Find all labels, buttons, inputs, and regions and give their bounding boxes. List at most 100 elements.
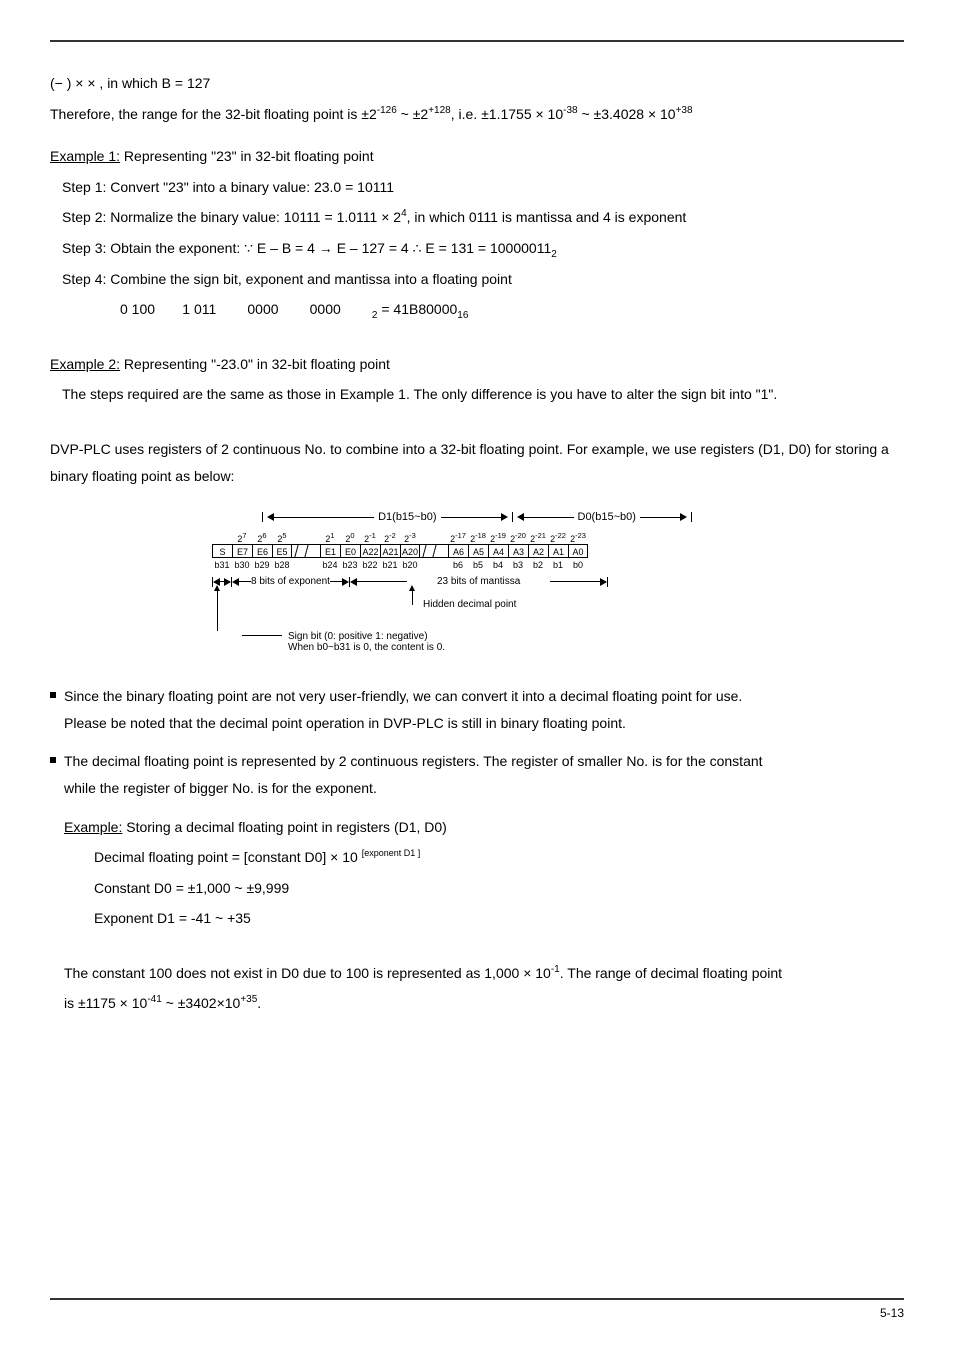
range-sup1: -126 (377, 105, 397, 116)
cell-s: S (212, 544, 232, 558)
bullet1a: Since the binary floating point are not … (64, 683, 742, 710)
u-b5: b5 (468, 560, 488, 570)
u-b4: b4 (488, 560, 508, 570)
cell-a0: A0 (568, 544, 588, 558)
cell-a21: A21 (380, 544, 400, 558)
p4: 1 (330, 531, 334, 540)
ex3-l1a: Decimal floating point = [constant D0] ×… (94, 849, 362, 865)
bullet-icon (50, 757, 56, 763)
fig-exp-labels: 27 26 25 21 20 2-1 2-2 2-3 2-17 2-18 2-1… (212, 531, 742, 544)
fig-box-row: S E7 E6 E5 E1 E0 A22 A21 A20 A6 A5 A4 A3… (212, 544, 742, 558)
cell-e0: E0 (340, 544, 360, 558)
ex1-s2sup: 4 (401, 208, 407, 219)
u-b3: b3 (508, 560, 528, 570)
bullet1b: Please be noted that the decimal point o… (64, 710, 742, 737)
cell-a3: A3 (508, 544, 528, 558)
ex1-step4: Step 4: Combine the sign bit, exponent a… (50, 266, 904, 293)
page-number: 5-13 (50, 1306, 904, 1320)
fig-mantissa: 23 bits of mantissa (437, 576, 520, 587)
tail-d: ~ ±3402×10 (162, 995, 241, 1011)
cell-a4: A4 (488, 544, 508, 558)
para1: DVP-PLC uses registers of 2 continuous N… (50, 436, 904, 489)
tail-sup1: -1 (551, 964, 560, 975)
ex3-l1sup: [exponent D1 ] (362, 848, 421, 858)
bottom-rule (50, 1298, 904, 1300)
example1-title: Example 1: (50, 148, 120, 164)
u-b2: b2 (528, 560, 548, 570)
tail-line1: The constant 100 does not exist in D0 du… (50, 960, 904, 987)
ex3-l1: Decimal floating point = [constant D0] ×… (50, 844, 904, 871)
p14: -21 (535, 531, 546, 540)
p12: -19 (495, 531, 506, 540)
footer: 5-13 (50, 1298, 904, 1320)
cell-e1: E1 (320, 544, 340, 558)
bullet2b: while the register of bigger No. is for … (64, 775, 763, 802)
u-b22: b22 (360, 560, 380, 570)
fig-top-arrows: D1(b15~b0) D0(b15~b0) (212, 511, 742, 523)
top-rule (50, 40, 904, 42)
fig-8bits: 8 bits of exponent (251, 576, 330, 587)
ex1-res-a: 0 100 1 011 0000 0000 (120, 301, 372, 317)
p0: 7 (242, 531, 246, 540)
range-sup4: +38 (676, 105, 693, 116)
cell-a1: A1 (548, 544, 568, 558)
tail-sup2: -41 (147, 994, 161, 1005)
ex1-s2a: Step 2: Normalize the binary value: 1011… (62, 209, 401, 225)
range-sup2: +128 (428, 105, 451, 116)
u-b30: b30 (232, 560, 252, 570)
ex1-res-sub2: 16 (457, 310, 468, 321)
u-b28: b28 (272, 560, 292, 570)
p7: -2 (389, 531, 396, 540)
bullet1: Since the binary floating point are not … (50, 683, 904, 736)
tail-b: . The range of decimal floating point (560, 965, 782, 981)
tail-a: The constant 100 does not exist in D0 du… (64, 965, 551, 981)
tail-c: is ±1175 × 10 (64, 995, 147, 1011)
p10: -17 (455, 531, 466, 540)
cell-a20: A20 (400, 544, 420, 558)
example2-title: Example 2: (50, 356, 120, 372)
fig-sign-lines: Sign bit (0: positive 1: negative) When … (242, 631, 742, 653)
bullet2a: The decimal floating point is represente… (64, 748, 763, 775)
ex1-s3a: Step 3: Obtain the exponent: ∵ E – B = 4… (62, 240, 551, 256)
fig-hidden: Hidden decimal point (423, 599, 516, 631)
bullet-icon (50, 692, 56, 698)
u-b20: b20 (400, 560, 420, 570)
u-b0: b0 (568, 560, 588, 570)
fig-d0: D0(b15~b0) (578, 511, 636, 523)
fig-mid-arrows: 8 bits of exponent 23 bits of mantissa (212, 576, 742, 587)
cell-e6: E6 (252, 544, 272, 558)
u-b21: b21 (380, 560, 400, 570)
tail-e: . (257, 995, 261, 1011)
ex1-step1: Step 1: Convert "23" into a binary value… (50, 174, 904, 201)
p5: 0 (350, 531, 354, 540)
ex1-s3sub: 2 (551, 249, 557, 260)
cell-a2: A2 (528, 544, 548, 558)
example2-rest: Representing "-23.0" in 32-bit floating … (120, 356, 390, 372)
tail-sup3: +35 (240, 994, 257, 1005)
page: (− ) × × , in which B = 127 Therefore, t… (0, 0, 954, 1350)
u-b1: b1 (548, 560, 568, 570)
p16: -23 (575, 531, 586, 540)
p11: -18 (475, 531, 486, 540)
example3-heading: Example: Storing a decimal floating poin… (50, 814, 904, 841)
p15: -22 (555, 531, 566, 540)
p6: -1 (369, 531, 376, 540)
ex1-res-sub1: 2 (372, 310, 378, 321)
cell-a22: A22 (360, 544, 380, 558)
example3-rest: Storing a decimal floating point in regi… (122, 819, 446, 835)
range-mid1: ~ ±2 (397, 106, 428, 122)
cell-a6: A6 (448, 544, 468, 558)
ex2-body: The steps required are the same as those… (50, 381, 904, 408)
cell-a5: A5 (468, 544, 488, 558)
wavy1 (292, 544, 320, 558)
bit-layout-figure: D1(b15~b0) D0(b15~b0) 27 26 25 21 20 2-1… (212, 511, 742, 653)
example1-heading: Example 1: Representing "23" in 32-bit f… (50, 143, 904, 170)
fig-under-labels: b31 b30 b29 b28 b24 b23 b22 b21 b20 b6 b… (212, 560, 742, 570)
cell-e5: E5 (272, 544, 292, 558)
bullet2: The decimal floating point is represente… (50, 748, 904, 801)
ex1-step2: Step 2: Normalize the binary value: 1011… (50, 204, 904, 231)
range-line: Therefore, the range for the 32-bit floa… (50, 101, 904, 128)
fig-signline: Sign bit (0: positive 1: negative) (288, 631, 428, 642)
u-b24: b24 (320, 560, 340, 570)
example3-title: Example: (64, 819, 122, 835)
